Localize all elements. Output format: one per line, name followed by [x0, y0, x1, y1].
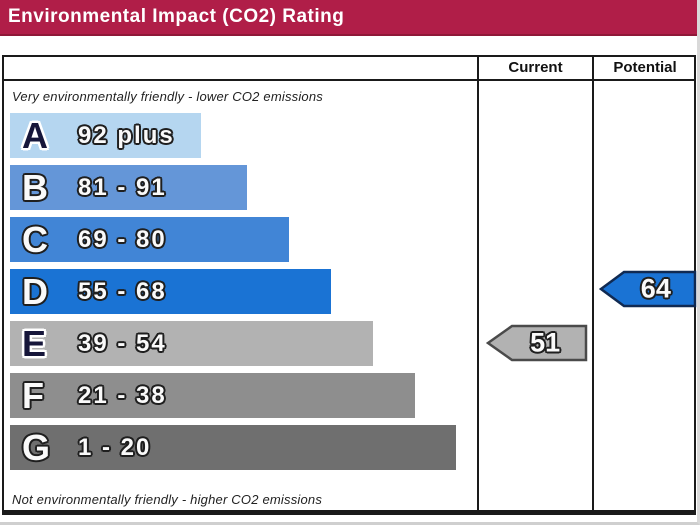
band-letter-b: B [22, 166, 48, 208]
band-range-g: 1 - 20 [78, 433, 152, 461]
current-rating-value: 51 [530, 327, 561, 358]
band-letter-e: E [22, 322, 47, 364]
page-title: Environmental Impact (CO2) Rating [8, 6, 345, 27]
column-header-potential: Potential [613, 59, 677, 76]
rating-band-b: B 81 - 91 [10, 165, 247, 210]
rating-band-d: D 55 - 68 [10, 269, 331, 314]
band-range-b: 81 - 91 [78, 173, 167, 201]
band-range-c: 69 - 80 [78, 225, 167, 253]
rating-band-g: G 1 - 20 [10, 425, 456, 470]
table-header-divider [2, 79, 696, 81]
band-range-e: 39 - 54 [78, 329, 167, 357]
bottom-caption: Not environmentally friendly - higher CO… [12, 492, 323, 507]
column-header-current: Current [508, 59, 563, 76]
band-range-d: 55 - 68 [78, 277, 167, 305]
potential-rating-value: 64 [640, 273, 671, 304]
rating-band-a: A 92 plus [10, 113, 201, 158]
potential-rating-arrow: 64 [599, 269, 697, 309]
band-letter-d: D [22, 270, 48, 312]
band-letter-a: A [22, 114, 48, 156]
band-range-f: 21 - 38 [78, 381, 167, 409]
current-column-divider [477, 55, 479, 515]
rating-band-f: F 21 - 38 [10, 373, 415, 418]
title-banner: Environmental Impact (CO2) Rating [0, 0, 697, 36]
current-rating-arrow: 51 [486, 323, 588, 363]
top-caption: Very environmentally friendly - lower CO… [12, 89, 323, 104]
rating-band-c: C 69 - 80 [10, 217, 289, 262]
band-range-a: 92 plus [78, 121, 175, 149]
potential-arrow-shape [599, 270, 697, 308]
potential-column-divider [592, 55, 594, 515]
band-letter-c: C [22, 218, 48, 260]
current-arrow-shape [486, 324, 588, 362]
band-letter-f: F [22, 374, 44, 416]
rating-band-e: E 39 - 54 [10, 321, 373, 366]
band-letter-g: G [22, 426, 51, 468]
